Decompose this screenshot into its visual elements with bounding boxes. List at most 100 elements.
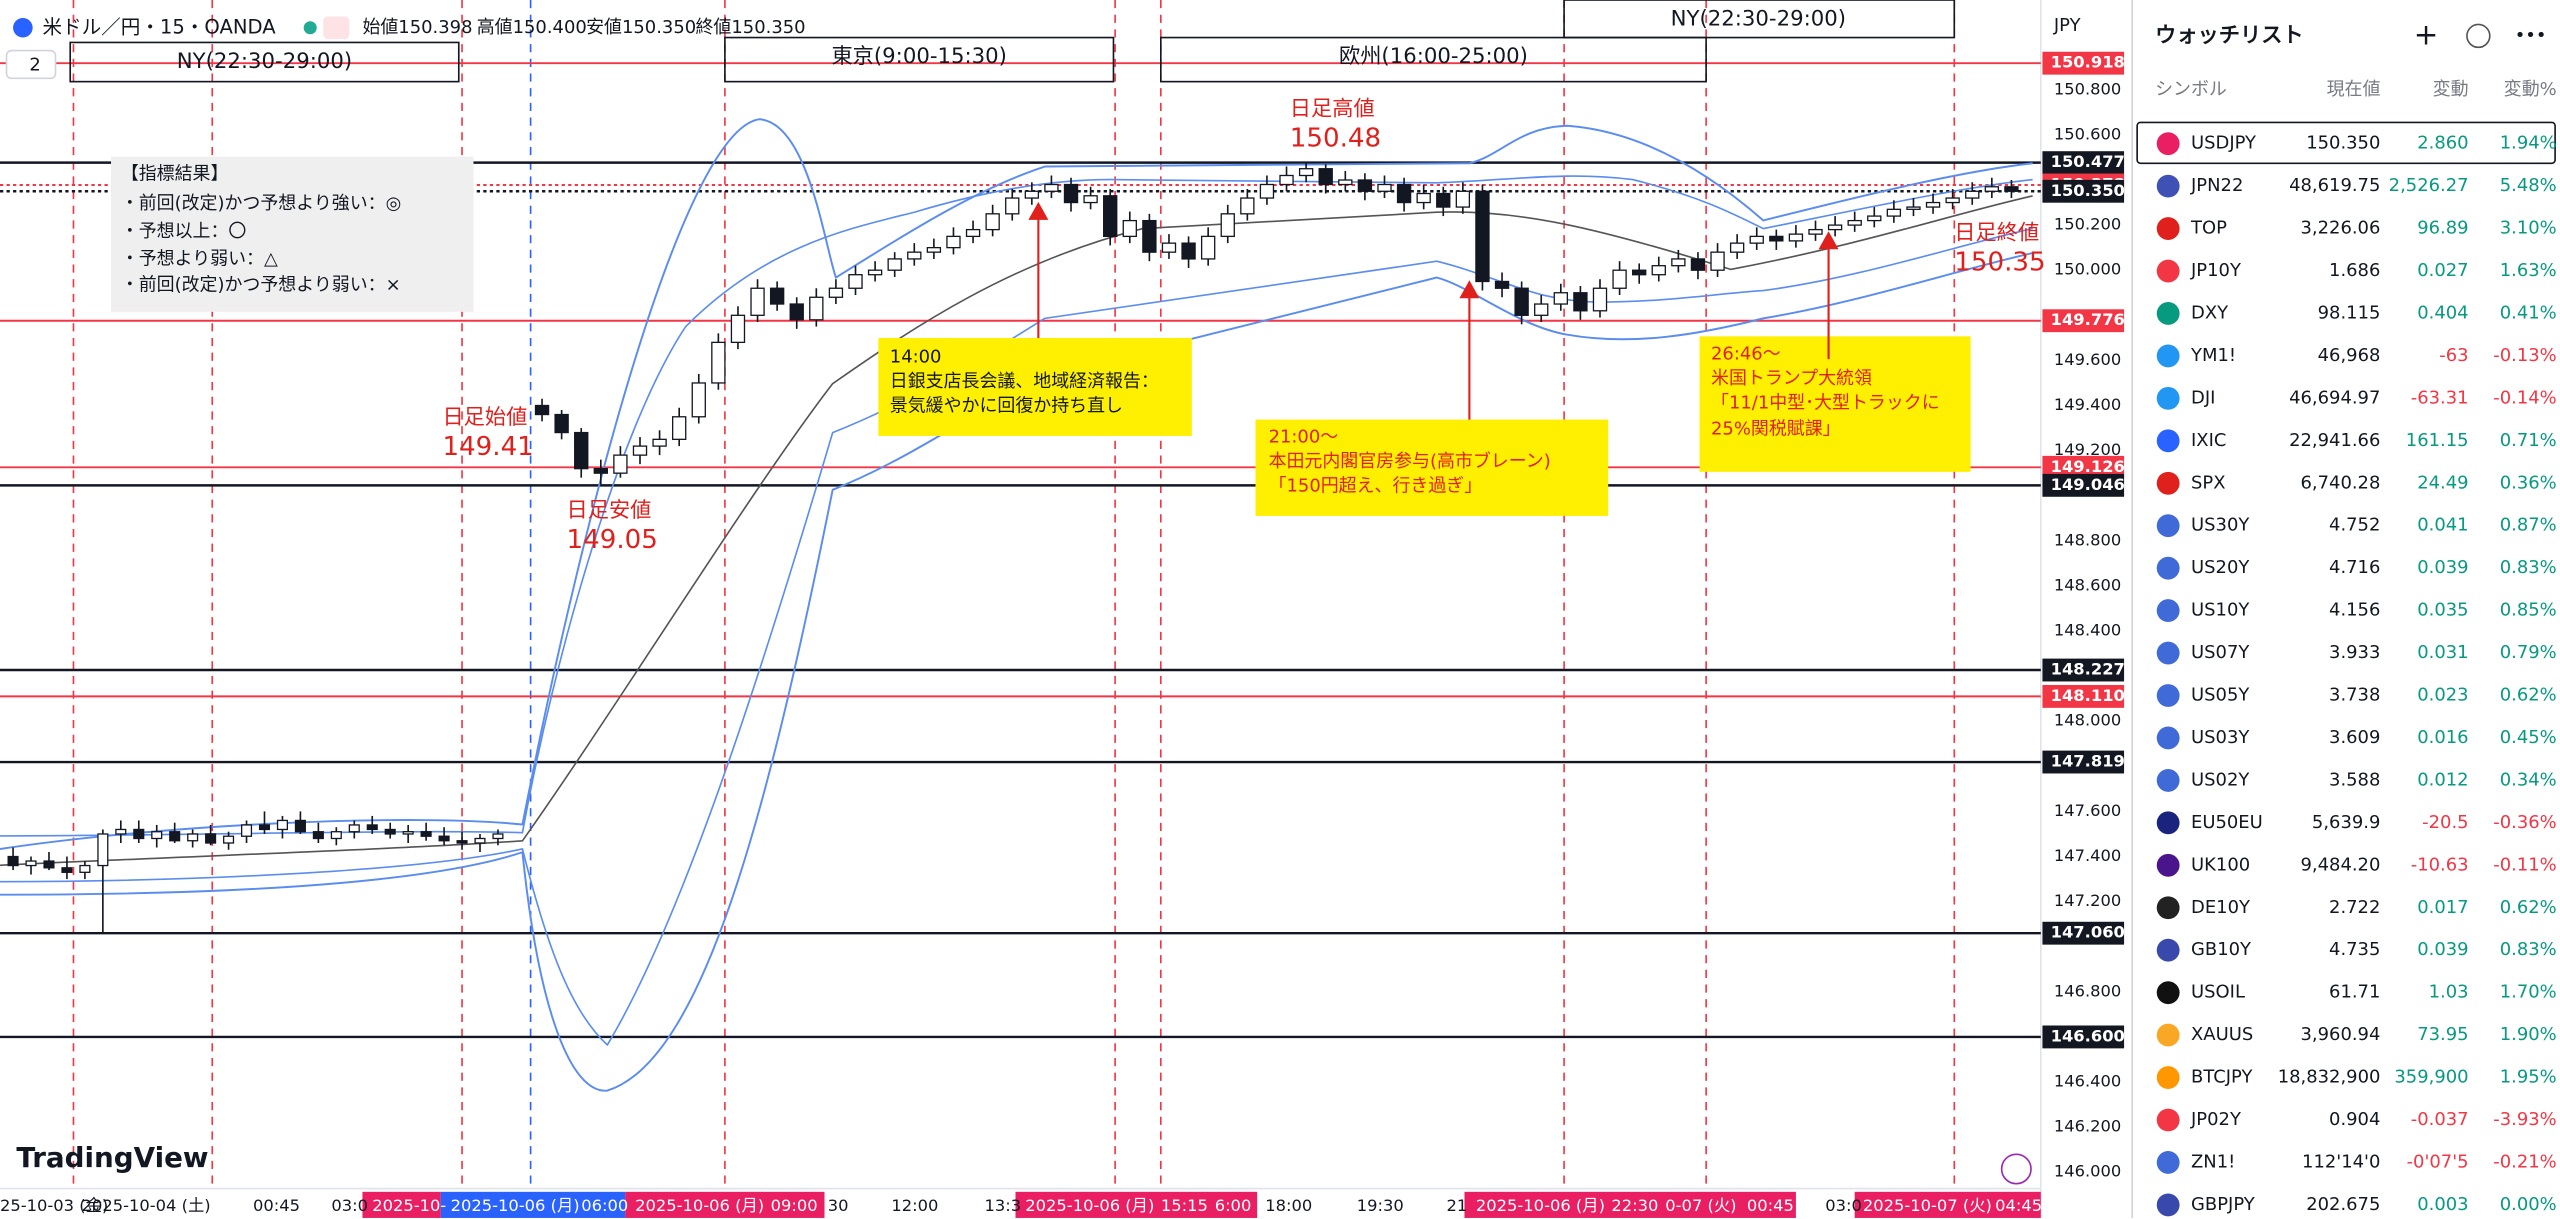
candle-body [1965, 190, 1980, 199]
candle-body [366, 824, 378, 831]
candle-body [1729, 242, 1745, 253]
column-header[interactable]: シンボル [2155, 79, 2227, 100]
price-tick-label: 148.600 [2054, 575, 2121, 594]
change: 0.041 [2417, 515, 2468, 536]
column-header[interactable]: 変動 [2433, 79, 2469, 100]
price-tick-label: 149.200 [2054, 440, 2121, 459]
symbol[interactable]: BTCJPY [2191, 1067, 2252, 1088]
symbol-icon [2156, 556, 2180, 580]
time-highlight [1015, 1191, 1258, 1218]
symbol-icon [2156, 599, 2180, 623]
symbol[interactable]: YM1! [2190, 345, 2236, 366]
symbol[interactable]: UK100 [2191, 854, 2250, 875]
time-highlight [625, 1191, 825, 1218]
candle-body [1710, 251, 1725, 271]
price-tag-label: 147.819 [2051, 752, 2125, 771]
candle-body [1671, 258, 1686, 267]
symbol[interactable]: IXIC [2191, 430, 2226, 451]
last-price: 61.71 [2329, 982, 2380, 1003]
symbol[interactable]: SPX [2191, 472, 2226, 493]
candle-body [1592, 287, 1608, 312]
candle-body [79, 864, 91, 873]
price-tick-label: 148.800 [2054, 530, 2121, 549]
symbol[interactable]: JP02Y [2190, 1109, 2241, 1130]
price-tick-label: 148.000 [2054, 711, 2121, 730]
add-button[interactable]: + [2414, 17, 2439, 51]
candle-body [312, 831, 324, 840]
time-label: 0-07 (火) [1665, 1196, 1736, 1215]
more-button[interactable]: ••• [2515, 25, 2547, 46]
price-tag [2042, 1025, 2125, 1049]
symbol[interactable]: EU50EU [2191, 812, 2263, 833]
candle-body [1436, 192, 1451, 208]
column-header[interactable]: 変動% [2504, 79, 2557, 100]
alerts-button[interactable] [2466, 23, 2491, 49]
last-price: 46,694.97 [2289, 387, 2380, 408]
symbol[interactable]: US20Y [2191, 557, 2249, 578]
symbol[interactable]: GB10Y [2191, 939, 2251, 960]
lightning-button[interactable] [2000, 1153, 2032, 1185]
collapse-button[interactable] [5, 49, 57, 80]
candle-body [205, 833, 217, 844]
change-percent: 0.83% [2500, 939, 2557, 960]
change: 2,526.27 [2389, 175, 2469, 196]
symbol[interactable]: ZN1! [2191, 1151, 2235, 1172]
band-lower [0, 252, 2033, 1092]
candle-body [1573, 292, 1588, 312]
candle-body [1377, 183, 1392, 192]
currency[interactable]: JPY [2053, 15, 2081, 36]
event-text: 14:00 [890, 347, 942, 368]
collapse-count[interactable]: 2 [29, 54, 40, 75]
watchlist-title[interactable]: ウォッチリスト [2155, 23, 2304, 48]
symbol-icon [2156, 1066, 2180, 1089]
last-price: 3.609 [2329, 727, 2380, 748]
symbol-icon [2156, 811, 2180, 835]
symbol[interactable]: US10Y [2191, 600, 2249, 621]
time-label: 00:45 [1747, 1196, 1794, 1215]
symbol[interactable]: DE10Y [2191, 897, 2250, 918]
symbol[interactable]: USOIL [2191, 982, 2245, 1003]
symbol[interactable]: US05Y [2191, 685, 2249, 706]
session-box [724, 36, 1115, 83]
symbol[interactable]: US03Y [2191, 727, 2249, 748]
symbol[interactable]: DJI [2191, 387, 2215, 408]
candle-body [593, 467, 608, 474]
symbol[interactable]: JPN22 [2190, 175, 2243, 196]
candle-body [474, 837, 486, 844]
symbol[interactable]: JP10Y [2190, 260, 2241, 281]
candle-body [711, 341, 726, 384]
daily-annotations: 日足始値 149.41 日足安値 149.05 日足高値 150.48 日足終値… [442, 96, 2045, 555]
annotation-label: 日足高値 [1290, 96, 1375, 121]
symbol[interactable]: US02Y [2191, 769, 2249, 790]
time-label: 2025-10-06 (月) [451, 1196, 580, 1215]
symbol[interactable]: US30Y [2191, 515, 2249, 536]
band-upper [0, 118, 2033, 850]
symbol[interactable]: GBPJPY [2191, 1194, 2255, 1215]
candle-body [1220, 213, 1235, 238]
symbol[interactable]: TOP [2190, 218, 2227, 239]
event-text: 21:00～ [1269, 427, 1339, 448]
change-percent: -0.21% [2493, 1151, 2556, 1172]
annotation-label: 日足始値 [442, 405, 527, 430]
price-tick-label: 147.200 [2054, 891, 2121, 910]
column-header[interactable]: 現在値 [2327, 79, 2381, 100]
time-highlight [1464, 1191, 1796, 1218]
candle-body [1612, 269, 1627, 289]
symbol[interactable]: DXY [2191, 302, 2228, 323]
price-tag [2042, 658, 2125, 682]
symbol[interactable]: US07Y [2191, 642, 2249, 663]
status-dot [303, 21, 317, 35]
session-label: NY(22:30-29:00) [1671, 7, 1846, 32]
symbol-title[interactable]: 米ドル／円・15・OANDA [42, 15, 276, 38]
change: 24.49 [2417, 472, 2468, 493]
change-percent: -3.93% [2493, 1109, 2556, 1130]
price-tag [2042, 473, 2125, 497]
price-tag [2042, 750, 2125, 774]
time-label: 2025-10-07 (火) [1863, 1196, 1992, 1215]
change-percent: 0.41% [2500, 302, 2557, 323]
symbol[interactable]: USDJPY [2191, 133, 2256, 154]
symbol[interactable]: XAUUS [2191, 1024, 2253, 1045]
time-label: 30 [828, 1196, 849, 1215]
symbol-icon [2156, 1151, 2180, 1174]
event-text: 26:46～ [1711, 343, 1781, 364]
